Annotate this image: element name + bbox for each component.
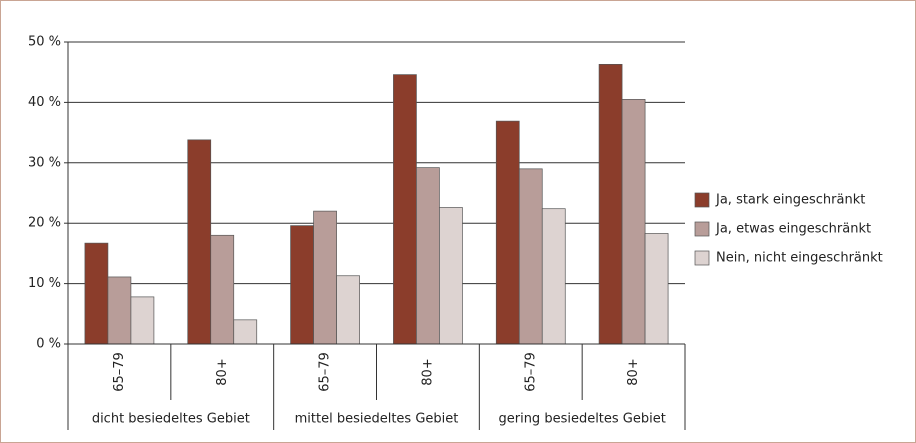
legend-label: Ja, stark eingeschränkt [715,193,865,208]
legend-swatch [694,221,710,237]
bar [290,225,314,345]
bar [130,296,155,345]
x-tick-label: 80+ [626,358,641,385]
y-tick-label: 0 % [36,337,61,352]
bar [644,233,669,345]
x-tick-label: 80+ [420,358,435,385]
bar [107,276,132,345]
bar [393,74,417,345]
x-tick-label: 80+ [215,358,230,385]
bar [233,319,258,345]
x-tick-label: 65–79 [318,352,333,392]
y-tick-label: 20 % [28,216,61,231]
x-tick-label: 65–79 [112,352,127,392]
bar [495,120,520,345]
bar [621,99,646,345]
legend-swatch [694,192,710,208]
legend-swatch [694,250,710,266]
legend-label: Ja, etwas eingeschränkt [715,222,871,237]
x-tick-label: 65–79 [523,352,538,392]
group-label: gering besiedeltes Gebiet [498,412,665,427]
bar [210,234,235,345]
bar [336,275,360,345]
bar [187,139,212,345]
bar [439,207,463,345]
legend-label: Nein, nicht eingeschränkt [716,251,883,266]
bar [84,242,109,345]
bar [416,167,440,345]
bar [313,210,337,345]
y-tick-label: 40 % [28,95,61,110]
y-tick-label: 30 % [28,155,61,170]
bar [598,63,623,345]
bar [518,168,543,345]
bar [541,208,566,345]
group-label: mittel besiedeltes Gebiet [295,412,459,427]
y-tick-label: 50 % [28,35,61,50]
y-tick-label: 10 % [28,276,61,291]
group-label: dicht besiedeltes Gebiet [92,412,250,427]
